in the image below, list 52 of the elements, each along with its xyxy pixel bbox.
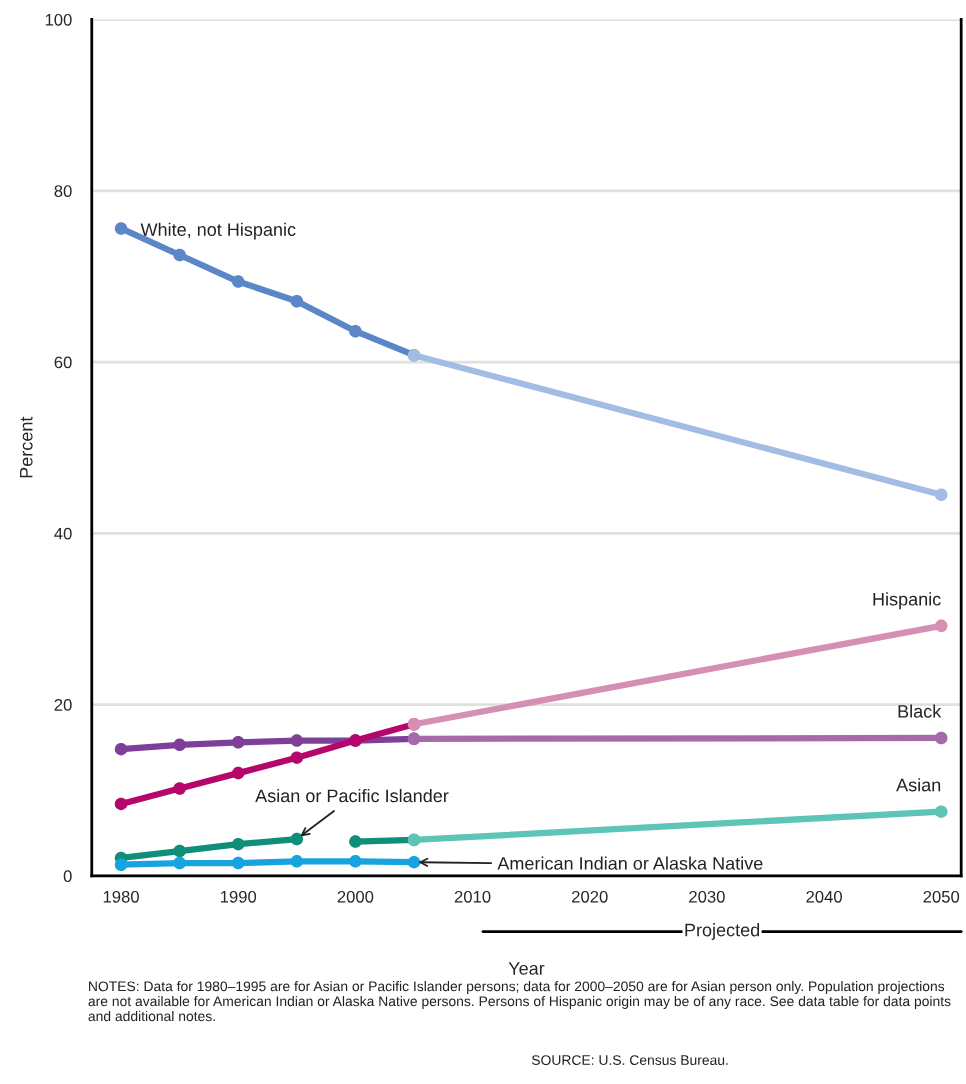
point bbox=[290, 832, 304, 846]
point bbox=[173, 738, 186, 752]
y-tick-label: 0 bbox=[63, 870, 72, 883]
x-axis-title: Year bbox=[508, 962, 545, 975]
point bbox=[114, 858, 128, 871]
y-axis-title: Percent bbox=[20, 416, 33, 478]
point bbox=[114, 797, 128, 811]
point bbox=[935, 731, 948, 745]
annotation: Asian or Pacific Islander bbox=[255, 788, 449, 803]
point bbox=[114, 742, 128, 756]
point bbox=[231, 736, 245, 749]
source-note: SOURCE: U.S. Census Bureau. bbox=[531, 1055, 728, 1065]
y-tick-label: 40 bbox=[54, 527, 72, 540]
annotation: White, not Hispanic bbox=[140, 222, 296, 240]
point bbox=[349, 835, 362, 848]
point bbox=[114, 222, 128, 235]
point bbox=[407, 855, 421, 869]
point bbox=[290, 734, 304, 747]
text: NOTES: Data for 1980–1995 are for Asian or Pacific Islander persons; data for 2000–2050 are for Asian person only. Population projections are not available for American Indian or Alaska Native persons. Persons of Hispanic origin may be of any race. See data table for data points and additional notes. bbox=[88, 981, 951, 1022]
x-tick-label: 2000 bbox=[337, 890, 374, 903]
point bbox=[231, 837, 245, 851]
point bbox=[173, 782, 186, 795]
x-tick-label: 2030 bbox=[689, 890, 725, 903]
point bbox=[290, 751, 304, 764]
point bbox=[231, 856, 245, 870]
x-tick-label: 1990 bbox=[220, 890, 257, 903]
x-tick-label: 2040 bbox=[806, 890, 842, 903]
y-tick-label: 60 bbox=[54, 356, 72, 369]
point bbox=[231, 766, 245, 780]
annotation: Hispanic bbox=[873, 592, 941, 610]
point bbox=[290, 855, 304, 868]
point bbox=[935, 488, 948, 502]
y-tick-label: 80 bbox=[54, 185, 72, 197]
annotation: Asian bbox=[896, 778, 941, 792]
point bbox=[935, 805, 948, 818]
annotation: American Indian or Alaska Native bbox=[497, 856, 763, 870]
point bbox=[173, 856, 186, 870]
y-tick-label: 100 bbox=[45, 13, 72, 26]
y-tick-label: 20 bbox=[54, 699, 72, 711]
point bbox=[349, 855, 362, 868]
x-tick-label: 2050 bbox=[923, 890, 960, 903]
point bbox=[231, 275, 245, 288]
point bbox=[935, 619, 948, 633]
text: Projected bbox=[685, 923, 760, 940]
point bbox=[173, 844, 186, 858]
point bbox=[349, 324, 362, 338]
point bbox=[290, 295, 304, 308]
x-tick-label: 2020 bbox=[572, 890, 608, 903]
annotation: Black bbox=[898, 704, 942, 718]
x-tick-label: 1980 bbox=[103, 890, 139, 903]
x-tick-label: 2010 bbox=[454, 890, 491, 903]
point bbox=[173, 248, 186, 262]
